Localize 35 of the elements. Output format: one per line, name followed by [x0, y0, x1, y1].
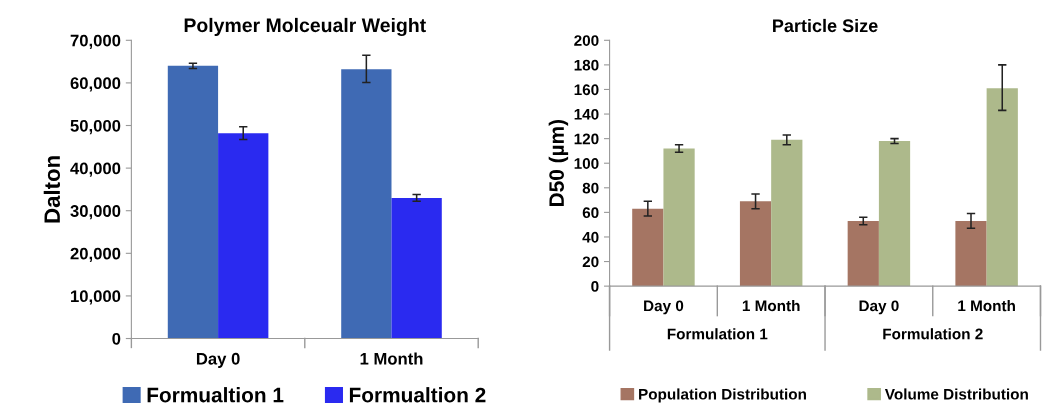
y-tick-label: 70,000 — [70, 34, 121, 49]
y-tick-label: 60 — [582, 207, 599, 219]
x-tick-label: Day 0 — [644, 300, 684, 315]
legend-label: Formualtion 2 — [349, 387, 486, 403]
y-axis-title: Dalton — [43, 156, 61, 223]
y-tick-label: 200 — [574, 35, 599, 46]
y-tick-label: 20 — [582, 256, 599, 268]
y-tick-label: 180 — [574, 59, 599, 71]
y-tick-label: 40 — [582, 231, 599, 243]
y-tick-label: 160 — [574, 84, 599, 96]
y-axis-title: D50 (µm) — [548, 120, 569, 207]
legend-label: Population Distribution — [639, 388, 806, 403]
y-tick-label: 30,000 — [70, 205, 121, 220]
x-tick-label: 1 Month — [742, 300, 800, 312]
legend-label: Formualtion 1 — [147, 387, 284, 403]
y-tick-label: 80 — [582, 182, 599, 194]
y-tick-label: 100 — [574, 158, 599, 169]
y-tick-label: 20,000 — [70, 247, 121, 262]
y-tick-label: 120 — [574, 133, 599, 145]
chart-title: Particle Size — [773, 18, 878, 33]
y-tick-label: 0 — [591, 281, 599, 292]
y-tick-label: 0 — [112, 332, 121, 345]
text: Formulation 2 — [883, 328, 983, 340]
x-tick-label: 1 Month — [360, 352, 423, 365]
x-tick-label: 1 Month — [958, 300, 1015, 312]
y-tick-label: 140 — [574, 108, 599, 120]
chart-title: Polymer Molceualr Weight — [184, 17, 426, 37]
legend-label: Volume Distribution — [884, 388, 1028, 400]
y-tick-label: 40,000 — [70, 162, 121, 177]
y-tick-label: 50,000 — [70, 119, 121, 135]
y-tick-label: 10,000 — [71, 290, 121, 305]
text: Formulation 1 — [667, 328, 768, 340]
y-tick-label: 60,000 — [70, 77, 121, 92]
x-tick-label: Day 0 — [196, 352, 240, 368]
x-tick-label: Day 0 — [859, 300, 899, 315]
